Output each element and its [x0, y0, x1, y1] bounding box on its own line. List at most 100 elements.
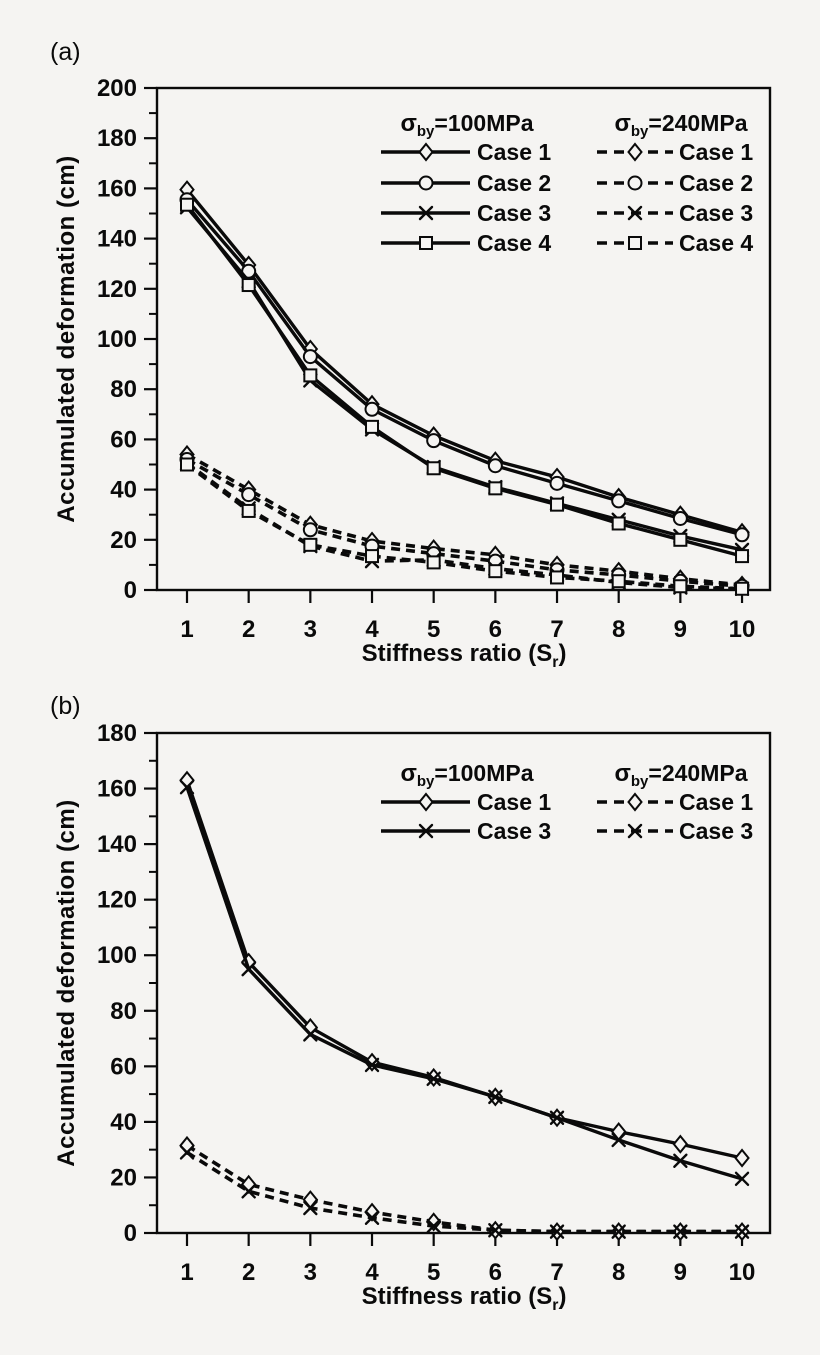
- panel-a-legend-item-label: Case 1: [679, 139, 753, 165]
- panel-a-legend-item-label: Case 4: [477, 230, 551, 256]
- panel-b-x-marker: [549, 1110, 565, 1125]
- panel-b-legend-header-1: σby=100MPa: [400, 760, 533, 790]
- panel-b-x-marker: [179, 1145, 195, 1160]
- panel-a-y-axis-title: Accumulated deformation (cm): [53, 155, 80, 523]
- panel-a-y-tick-label: 120: [97, 276, 137, 303]
- panel-a-square-marker: [180, 457, 194, 472]
- panel-a-square-marker: [426, 461, 441, 476]
- panel-b-x-axis-title: Stiffness ratio (Sr): [362, 1283, 567, 1315]
- panel-a-circle-marker: [734, 527, 750, 543]
- panel-a-square-marker: [365, 419, 380, 434]
- panel-a-square-marker: [241, 278, 256, 293]
- panel-a-square-marker: [550, 497, 565, 512]
- panel-b-legend-diamond-marker: [418, 792, 434, 812]
- panel-b-y-tick-label: 20: [110, 1164, 137, 1191]
- panel-b-x-marker: [734, 1171, 750, 1187]
- panel-b-x-marker: [241, 961, 256, 977]
- panel-a-x-tick-label: 9: [674, 616, 687, 643]
- panel-a-square-marker: [180, 197, 194, 212]
- panel-b-legend-item-label: Case 3: [679, 818, 753, 844]
- panel-a-x-tick-label: 1: [180, 616, 193, 643]
- panel-a-square-marker: [488, 564, 503, 579]
- panel-b-x-marker: [241, 1184, 256, 1199]
- panel-b-y-tick-label: 0: [124, 1220, 137, 1247]
- panel-a-legend-header-2: σby=240MPa: [614, 110, 747, 140]
- panel-b-x-tick-label: 5: [427, 1259, 440, 1286]
- panel-a-x-tick-label: 4: [365, 616, 379, 643]
- panel-b-x-title-main: Stiffness ratio (S: [361, 1283, 553, 1311]
- panel-a-y-tick-label: 80: [110, 376, 137, 403]
- panel-b-y-tick-label: 120: [97, 887, 137, 914]
- panel-a-x-tick-label: 10: [729, 616, 756, 643]
- panel-a-legend-header-1: σby=100MPa: [400, 110, 533, 140]
- panel-a-legend-item-label: Case 1: [477, 139, 551, 165]
- panel-a-square-marker: [303, 537, 318, 552]
- panel-a-square-marker: [303, 368, 318, 383]
- panel-a-label: (a): [50, 38, 81, 66]
- panel-b-x-marker: [611, 1132, 626, 1148]
- panel-a-legend-item-label: Case 3: [679, 200, 753, 226]
- panel-a-circle-marker: [364, 401, 380, 417]
- panel-a-x-axis-title: Stiffness ratio (Sr): [362, 640, 567, 672]
- panel-b-legend-diamond-marker: [627, 792, 643, 812]
- panel-a-y-tick-label: 20: [110, 527, 137, 554]
- panel-a-circle-marker: [487, 458, 503, 474]
- panel-b-diamond-marker: [302, 1190, 319, 1210]
- panel-a-y-tick-label: 200: [97, 75, 137, 102]
- panel-a-x-tick-label: 7: [550, 616, 563, 643]
- panel-a-y-tick-label: 100: [97, 326, 137, 353]
- panel-a-legend-x-marker: [627, 205, 643, 221]
- panel-a-circle-marker: [549, 475, 565, 491]
- panel-b-legend-header-2: σby=240MPa: [614, 760, 747, 790]
- panel-b-legend-item-label: Case 3: [477, 818, 551, 844]
- panel-b-x-marker: [364, 1210, 380, 1225]
- panel-a-square-marker: [241, 503, 256, 518]
- panel-b-x-title-sub: r: [552, 1296, 559, 1314]
- panel-b-x-tick-label: 6: [489, 1259, 502, 1286]
- panel-a-x-tick-label: 8: [612, 616, 625, 643]
- panel-b-x-marker: [364, 1057, 380, 1073]
- panel-b-x-marker: [488, 1223, 503, 1238]
- panel-b-series-line-σby=240MPa-case-3: [186, 1150, 743, 1234]
- panel-b-diamond-marker: [734, 1148, 750, 1168]
- panel-b-y-tick-label: 180: [97, 720, 137, 747]
- panel-a-legend-item-label: Case 2: [679, 170, 753, 196]
- panel-b-x-marker: [673, 1224, 688, 1239]
- panel-b-y-tick-label: 140: [97, 831, 137, 858]
- panel-b-series-line-σby=100MPa-case-1: [185, 779, 743, 1160]
- panel-b-x-tick-label: 9: [674, 1259, 687, 1286]
- panel-a-series-line-σby=240MPa-case-2: [186, 457, 743, 589]
- panel-b-x-title-close: ): [558, 1283, 567, 1311]
- panel-a-x-tick-label: 2: [242, 616, 255, 643]
- panel-a-legend-item-label: Case 3: [477, 200, 551, 226]
- panel-b-diamond-marker: [425, 1212, 442, 1232]
- panel-a-legend-x-marker: [418, 205, 434, 221]
- panel-a-series-line-σby=240MPa-case-4: [185, 463, 743, 591]
- panel-a-legend-square-marker: [628, 236, 642, 250]
- panel-a-series-line-σby=100MPa-case-3: [185, 206, 743, 552]
- panel-a-legend-square-marker: [419, 236, 433, 250]
- panel-a-legend-circle-marker: [418, 175, 434, 191]
- panel-b-y-tick-label: 40: [110, 1109, 137, 1136]
- panel-b-y-tick-label: 60: [110, 1053, 137, 1080]
- panel-a-y-tick-label: 40: [110, 477, 137, 504]
- panel-a-square-marker: [365, 549, 380, 564]
- panel-b-series-line-σby=240MPa-case-1: [186, 1143, 743, 1234]
- panel-a-square-marker: [673, 579, 688, 594]
- panel-b-x-marker: [426, 1071, 441, 1087]
- panel-b-series-line-σby=100MPa-case-3: [185, 786, 743, 1181]
- panel-a-circle-marker: [302, 349, 318, 365]
- panel-a-circle-marker: [241, 487, 257, 503]
- panel-a-y-tick-label: 0: [124, 577, 137, 604]
- panel-a-square-marker: [611, 574, 626, 589]
- panel-a-square-marker: [488, 481, 503, 496]
- panel-a-circle-marker: [302, 522, 318, 538]
- panel-b-y-axis-title: Accumulated deformation (cm): [53, 799, 80, 1167]
- panel-a-series-line-σby=100MPa-case-4: [185, 203, 743, 558]
- panel-a-x-tick-label: 5: [427, 616, 440, 643]
- panel-a-x-tick-label: 3: [304, 616, 317, 643]
- panel-a-square-marker: [735, 549, 750, 564]
- panel-a-square-marker: [550, 570, 565, 585]
- panel-b-diamond-marker: [672, 1134, 689, 1154]
